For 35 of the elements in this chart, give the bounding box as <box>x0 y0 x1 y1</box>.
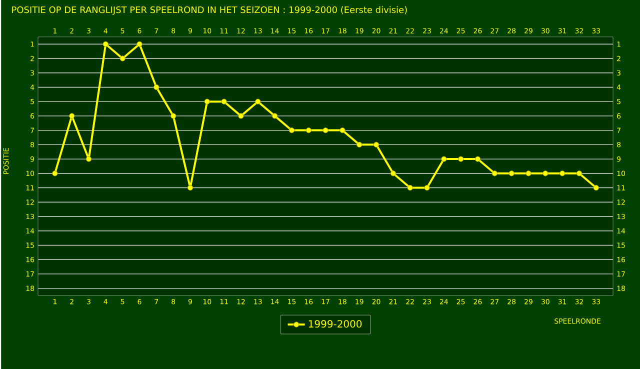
point <box>322 127 328 133</box>
point <box>52 170 58 176</box>
point <box>542 170 548 176</box>
point <box>255 98 261 104</box>
point <box>356 142 362 148</box>
point <box>120 55 126 62</box>
point <box>221 98 227 104</box>
point <box>526 170 532 176</box>
point <box>272 112 278 119</box>
point <box>576 170 582 176</box>
point <box>340 127 346 133</box>
legend-label: 1999-2000 <box>308 320 362 328</box>
point <box>593 184 599 190</box>
point <box>238 112 244 119</box>
point <box>508 170 514 176</box>
point <box>86 156 92 162</box>
point <box>154 84 160 90</box>
point <box>204 98 210 104</box>
point <box>458 156 464 162</box>
point <box>306 127 312 133</box>
point <box>474 156 481 162</box>
point <box>288 127 295 133</box>
point <box>102 41 109 47</box>
point <box>441 156 447 162</box>
point <box>424 184 430 190</box>
point <box>136 41 142 47</box>
point <box>170 112 176 119</box>
point <box>187 184 194 190</box>
point <box>559 170 566 176</box>
point <box>373 142 380 148</box>
point <box>390 170 396 176</box>
point <box>69 112 75 119</box>
point <box>407 184 413 190</box>
chart-title: POSITIE OP DE RANGLIJST PER SPEELROND IN HET SEIZOEN : 1999-2000 (Eerste divisie) <box>12 6 407 15</box>
point <box>492 170 498 176</box>
